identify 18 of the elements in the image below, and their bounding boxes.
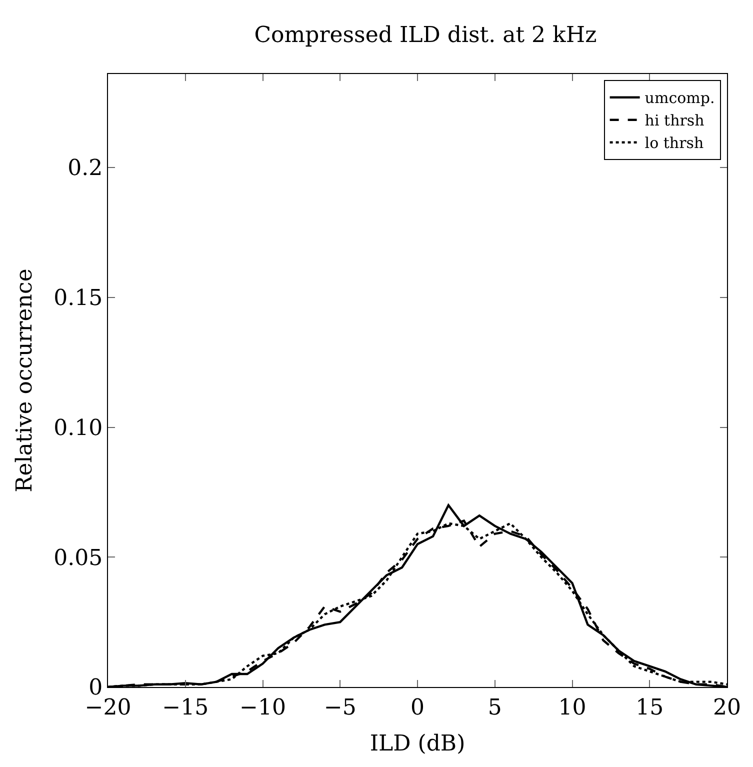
x-tick-label: 20 — [713, 695, 741, 720]
x-axis-title: ILD (dB) — [370, 731, 466, 756]
legend-label: umcomp. — [644, 89, 715, 108]
y-tick-label: 0.10 — [54, 416, 103, 441]
y-tick-label: 0.15 — [54, 286, 103, 312]
x-tick-label: −15 — [162, 695, 209, 720]
x-tick-label: −5 — [324, 695, 356, 720]
x-tick-label: 15 — [636, 695, 664, 720]
y-tick-label: 0.05 — [54, 546, 103, 571]
y-tick-label: 0.2 — [68, 156, 103, 182]
x-tick-label: 10 — [558, 695, 586, 720]
y-axis-title: Relative occurrence — [12, 268, 38, 492]
x-tick-label: 5 — [488, 695, 502, 720]
legend-label: lo thrsh — [644, 134, 704, 152]
legend-label: hi thrsh — [644, 112, 705, 130]
chart-title: Compressed ILD dist. at 2 kHz — [254, 23, 597, 48]
x-tick-label: −10 — [240, 695, 286, 720]
x-tick-label: 0 — [410, 695, 424, 720]
